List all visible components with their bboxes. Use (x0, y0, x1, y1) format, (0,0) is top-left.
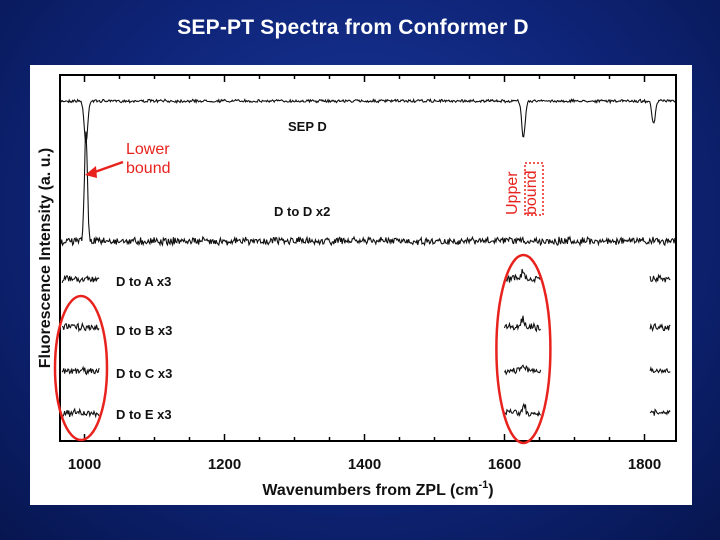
x-tick-label: 1400 (348, 456, 381, 473)
lower-bound-ellipse (53, 294, 109, 442)
x-axis-label: Wavenumbers from ZPL (cm-1) (262, 479, 493, 499)
axes-group (59, 74, 677, 442)
series-trace-5-seg-2 (504, 364, 542, 376)
series-trace-5-seg-3 (649, 366, 671, 374)
upper-bound-label: Upper bound (504, 171, 540, 216)
series-trace-6-seg-1 (61, 407, 100, 419)
series-label-1: SEP D (288, 119, 327, 134)
spectra-chart: SEP D D to D x2 D to A x3 D to B x3 D to C x… (37, 74, 677, 499)
x-tick-label: 1600 (488, 456, 521, 473)
series-label-5: D to C x3 (116, 366, 172, 381)
series-label-2: D to D x2 (274, 204, 330, 219)
series-trace-1-seg-1 (60, 97, 677, 144)
plot-frame (59, 74, 677, 442)
series-trace-2-seg-1 (59, 131, 676, 247)
series-trace-4-seg-3 (649, 322, 671, 333)
series-trace-6-seg-3 (649, 408, 671, 416)
series-label-4: D to B x3 (116, 323, 172, 338)
slide-title: SEP-PT Spectra from Conformer D (177, 16, 529, 39)
series-trace-6-seg-2 (504, 402, 542, 417)
labels-group: SEP D D to D x2 D to A x3 D to B x3 D to C x… (37, 119, 661, 499)
upper-bound-label-line: Upper (504, 171, 521, 215)
lower-bound-label: Lower (126, 141, 170, 158)
series-trace-4-seg-1 (61, 321, 100, 333)
arrow-head-icon (85, 166, 97, 178)
upper-bound-label-line: bound (523, 171, 540, 216)
lower-bound-label: bound (126, 160, 171, 177)
upper-bound-dotted-box (524, 162, 544, 216)
series-trace-5-seg-1 (61, 365, 100, 376)
series-trace-4-seg-2 (503, 315, 542, 333)
series-trace-3-seg-3 (649, 273, 671, 284)
series-trace-3-seg-2 (504, 268, 541, 284)
series-label-6: D to E x3 (116, 407, 172, 422)
x-tick-label: 1800 (628, 456, 661, 473)
traces-group (59, 97, 677, 419)
lower-bound-arrow (91, 160, 124, 175)
series-label-3: D to A x3 (116, 274, 171, 289)
x-tick-label: 1000 (68, 456, 101, 473)
y-axis-label: Fluorescence Intensity (a. u.) (37, 148, 54, 369)
series-trace-3-seg-1 (61, 274, 100, 284)
x-tick-label: 1200 (208, 456, 241, 473)
upper-bound-ellipse (495, 253, 552, 445)
chart-panel: SEP D D to D x2 D to A x3 D to B x3 D to C x… (30, 65, 692, 505)
